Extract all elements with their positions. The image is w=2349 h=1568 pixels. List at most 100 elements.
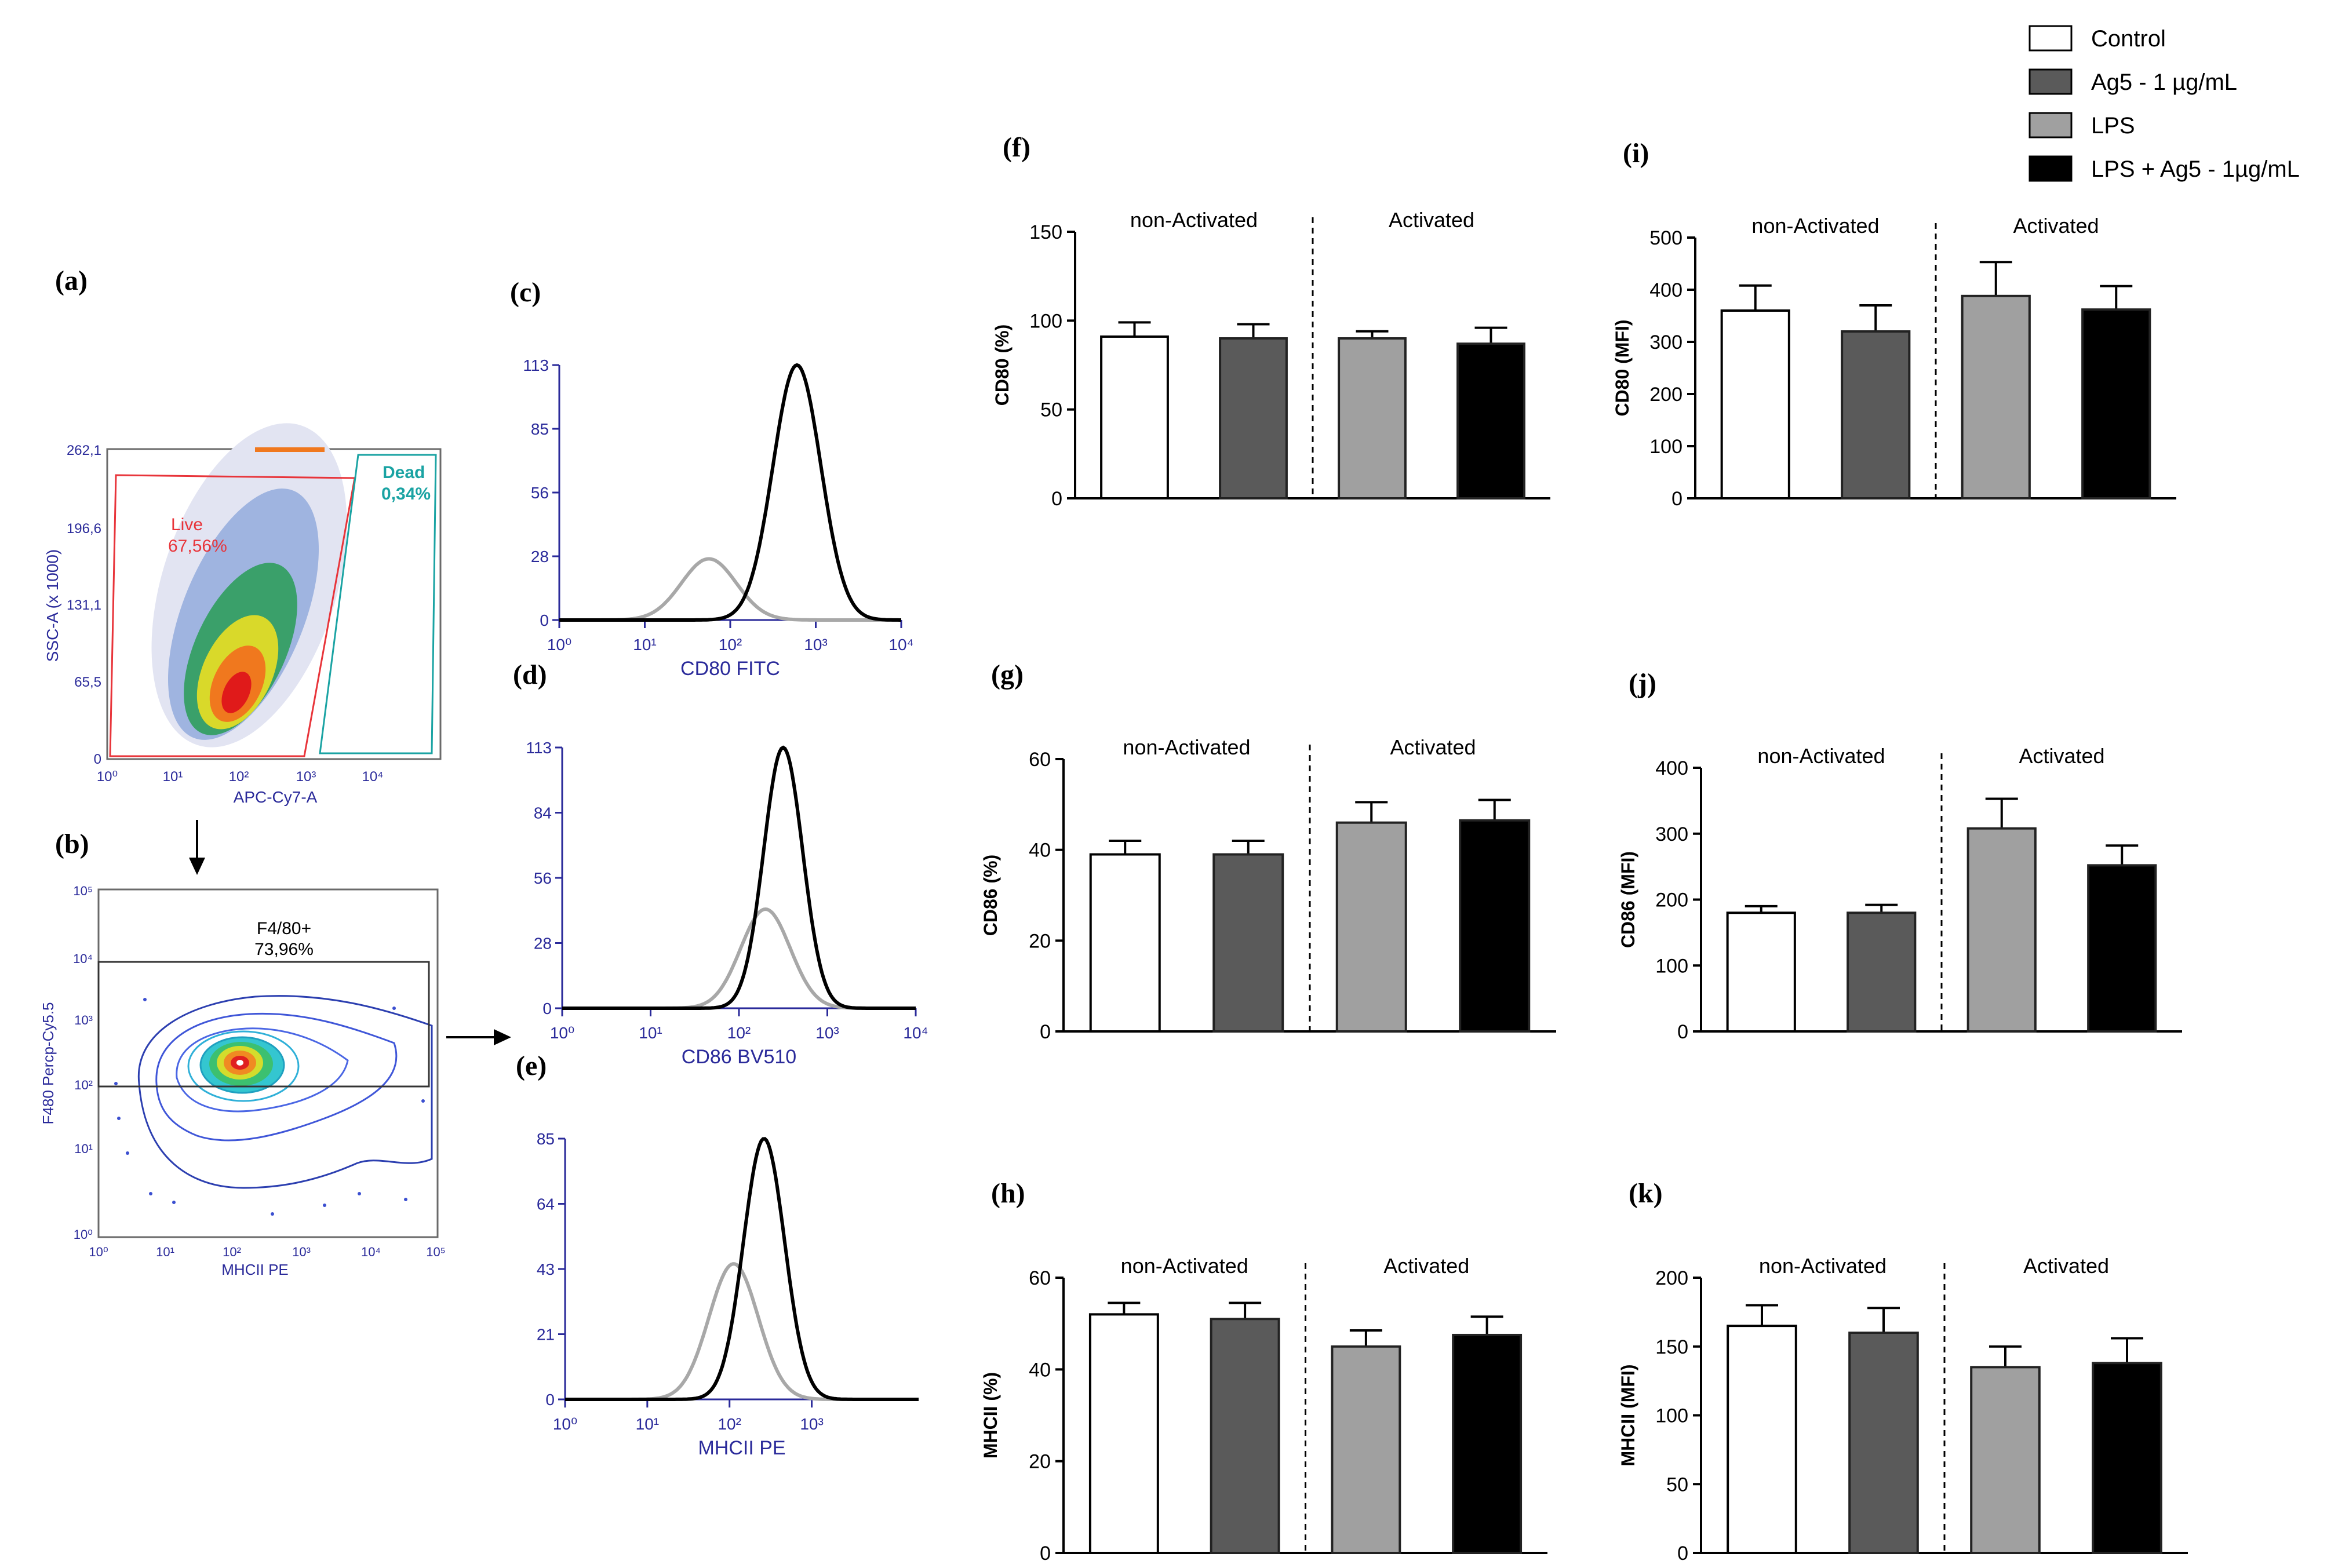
bar-chart-ytick: 100	[1649, 436, 1682, 458]
histogram-ytick: 113	[523, 356, 549, 374]
bar-chart-ylabel: CD86 (MFI)	[1618, 851, 1638, 948]
panel-a-ylabel: SSC-A (x 1000)	[43, 549, 61, 662]
histogram-panel: (c) 113 85 56 28 0 10⁰ 10¹ 10² 10³ 10⁴ CD80 FITC	[510, 277, 914, 680]
histogram-xlabel: CD80 FITC	[680, 658, 780, 680]
bar-chart-group-label: non-Activated	[1130, 208, 1258, 232]
bar-chart-ytick: 200	[1649, 384, 1682, 406]
panel-a-xtick: 10⁴	[362, 769, 383, 785]
bar-chart-ytick: 300	[1655, 823, 1688, 845]
bar-chart-ytick: 200	[1655, 889, 1688, 911]
bar-chart-group-label: non-Activated	[1121, 1254, 1248, 1278]
histogram-xtick: 10³	[815, 1024, 839, 1042]
panel-b-ytick: 10¹	[74, 1142, 93, 1156]
bar-chart-ytick: 300	[1649, 331, 1682, 353]
bar-chart-ytick: 50	[1040, 399, 1062, 421]
bar-chart-ytick: 20	[1029, 930, 1051, 952]
bar-chart-ytick: 50	[1666, 1474, 1688, 1496]
bar-chart-ytick: 40	[1029, 840, 1051, 862]
legend-label-control: Control	[2091, 26, 2166, 52]
panel-a-xtick: 10³	[296, 769, 316, 785]
histogram-curve	[562, 745, 916, 1010]
histogram-ytick: 0	[545, 1391, 555, 1409]
panel-b-label: (b)	[55, 829, 89, 859]
bar-chart-ylabel: CD86 (%)	[980, 855, 1001, 936]
bar-chart-ylabel: MHCII (%)	[980, 1372, 1001, 1458]
histogram-xtick: 10⁴	[903, 1024, 928, 1042]
histogram-xtick: 10⁴	[888, 636, 913, 654]
bar-chart-ytick: 150	[1655, 1336, 1688, 1358]
bar-chart-ytick: 200	[1655, 1267, 1688, 1289]
bar-chart-ylabel: MHCII (MFI)	[1618, 1365, 1638, 1467]
bar-chart-panel: (f) 0 50 100 150 CD80 (%) non-Activated Activat…	[992, 132, 1550, 510]
bar-chart-ytick: 100	[1655, 955, 1688, 977]
legend-item-ag5: Ag5 - 1 µg/mL	[2028, 68, 2237, 95]
bar-chart-ytick: 500	[1649, 227, 1682, 249]
bar-chart-group-label: non-Activated	[1757, 744, 1885, 768]
bar-chart-ylabel: CD80 (%)	[992, 324, 1013, 406]
bar-chart-group-label: Activated	[2023, 1254, 2109, 1278]
histogram-ytick: 28	[531, 548, 549, 566]
bar-charts: (f) 0 50 100 150 CD80 (%) non-Activated Activat…	[980, 132, 2188, 1565]
bar-chart-panel-label: (i)	[1623, 138, 1649, 169]
bar-chart-bar	[1452, 1333, 1523, 1554]
bar-chart-bar	[1727, 1325, 1797, 1554]
bar-chart-bar	[2092, 1362, 2162, 1554]
bar-chart-ytick: 100	[1029, 310, 1062, 332]
panel-a-xlabel: APC-Cy7-A	[234, 788, 318, 806]
bar-chart-ytick: 100	[1655, 1405, 1688, 1427]
bar-chart-ytick: 400	[1655, 757, 1688, 779]
bar-chart-group-label: Activated	[1383, 1254, 1469, 1278]
histogram-xtick: 10³	[804, 636, 827, 654]
histogram-panel-label: (e)	[516, 1051, 547, 1081]
bar-chart-panel: (i) 0 100 200 300 400 500 CD80 (MFI) non-Activat…	[1612, 138, 2176, 510]
panel-b-ytick: 10⁵	[73, 884, 93, 898]
panel-b-ytick: 10⁴	[73, 951, 93, 966]
panel-b-xtick: 10⁵	[426, 1245, 446, 1259]
panel-a-xtick: 10²	[229, 769, 249, 785]
bar-chart-ytick: 0	[1677, 1543, 1688, 1565]
legend-item-lps: LPS	[2028, 112, 2135, 138]
panel-a-density-cloud	[151, 423, 347, 747]
legend-item-lps-ag5: LPS + Ag5 - 1µg/mL	[2028, 155, 2300, 182]
legend-label-lps-ag5: LPS + Ag5 - 1µg/mL	[2091, 156, 2300, 182]
legend-swatch-ag5	[2028, 68, 2073, 95]
bar-chart-group-label: non-Activated	[1759, 1254, 1887, 1278]
histogram-panel-label: (d)	[513, 659, 547, 690]
bar-chart-ytick: 60	[1029, 1267, 1051, 1289]
histogram-ytick: 113	[526, 739, 552, 757]
legend-label-ag5: Ag5 - 1 µg/mL	[2091, 70, 2237, 95]
histogram-ytick: 28	[534, 935, 552, 953]
histogram-panel: (e) 85 64 43 21 0 10⁰ 10¹ 10² 10³ MHCII PE	[516, 1051, 919, 1459]
bar-chart-bar	[1847, 911, 1917, 1033]
histogram-xlabel: CD86 BV510	[682, 1046, 796, 1068]
histogram-ytick: 84	[534, 804, 552, 822]
histogram-ytick: 56	[531, 484, 549, 502]
panel-a-dead-gate	[319, 454, 437, 754]
histogram-xtick: 10²	[719, 636, 742, 654]
panel-b-gate-pct: 73,96%	[254, 940, 314, 959]
histogram-xtick: 10¹	[639, 1024, 662, 1042]
panel-b-ylabel: F480 Percp-Cy5.5	[39, 1002, 57, 1125]
histogram-xlabel: MHCII PE	[698, 1437, 785, 1459]
panel-a-live-gate	[109, 474, 356, 757]
bar-chart-bar	[1720, 309, 1790, 499]
bar-chart-ytick: 0	[1040, 1543, 1051, 1565]
bar-chart-ytick: 60	[1029, 749, 1051, 771]
histogram-xtick: 10⁰	[547, 636, 571, 654]
bar-chart-ytick: 0	[1677, 1021, 1688, 1043]
legend-swatch-lps	[2028, 112, 2073, 138]
panel-a-dead-label: Dead	[383, 463, 425, 482]
panel-b-contours	[137, 995, 433, 1189]
bar-chart-panel-label: (k)	[1629, 1178, 1663, 1209]
bar-chart-group-label: non-Activated	[1751, 214, 1879, 238]
histogram-panel-label: (c)	[510, 277, 541, 308]
bar-chart-bar	[1456, 342, 1525, 499]
panel-b-xtick: 10³	[292, 1245, 311, 1259]
legend-item-control: Control	[2028, 25, 2166, 52]
panel-b-xlabel: MHCII PE	[221, 1261, 289, 1278]
bar-chart-group-label: Activated	[1389, 208, 1474, 232]
bar-chart-panel: (g) 0 20 40 60 CD86 (%) non-Activated Activated	[980, 659, 1556, 1043]
bar-chart-group-label: Activated	[2019, 744, 2104, 768]
bar-chart-panel-label: (j)	[1629, 668, 1656, 699]
